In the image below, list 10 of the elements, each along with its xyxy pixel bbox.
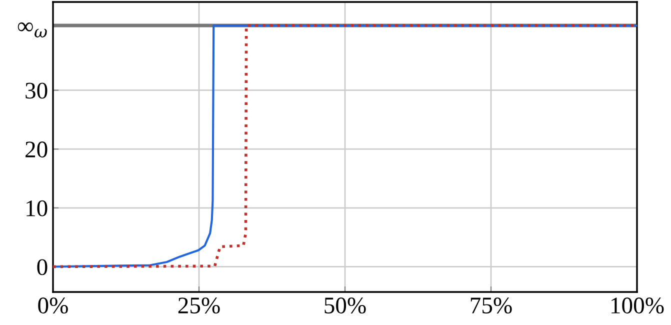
y-tick-label: 30 <box>26 82 48 99</box>
x-tick-label: 75% <box>470 298 512 314</box>
x-tick-label: 0% <box>38 298 68 314</box>
y-tick-label: 10 <box>26 200 48 216</box>
y-tick-label: ∞$_{ω}$ <box>18 22 47 38</box>
y-tick-label: 20 <box>26 142 48 158</box>
y-tick-label: 0 <box>37 259 48 276</box>
x-tick-label: 25% <box>178 298 220 314</box>
x-tick-label: 100% <box>612 298 664 314</box>
x-tick-label: 50% <box>324 298 366 314</box>
